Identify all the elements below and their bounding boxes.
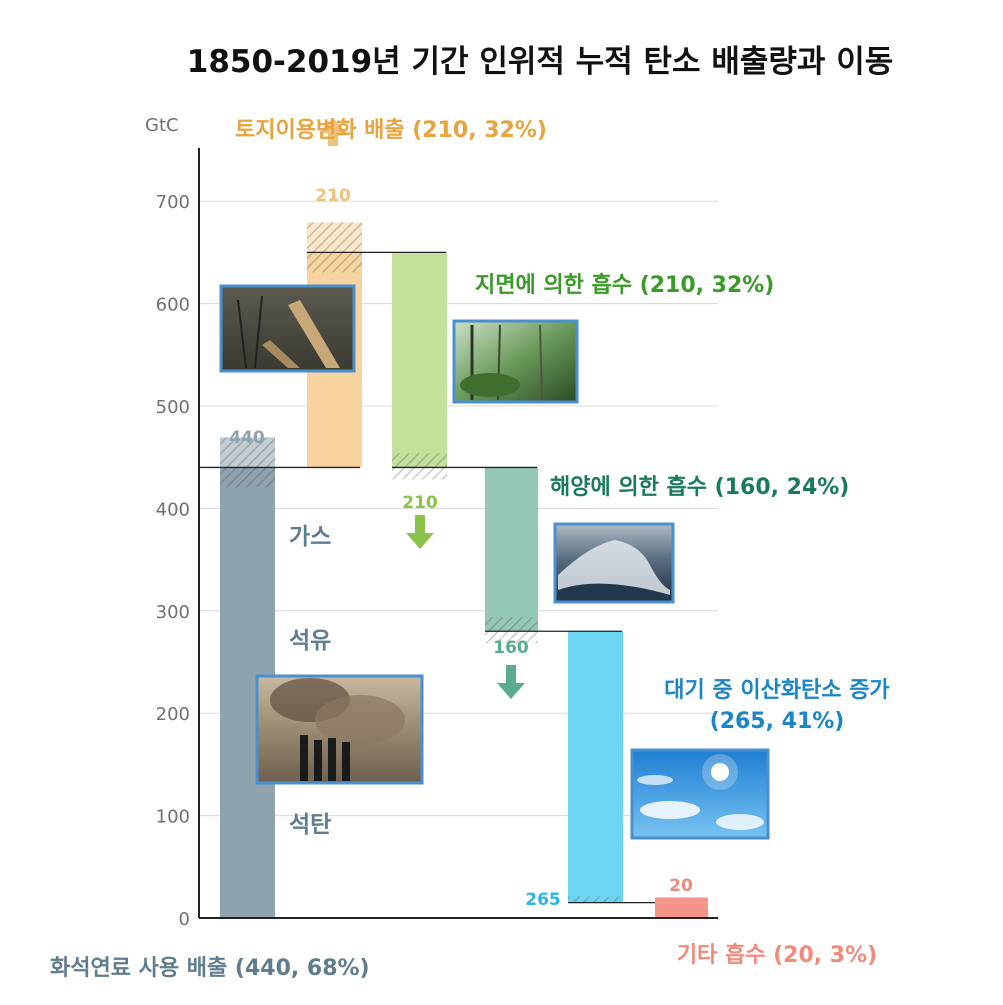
bar-hatch-land_sink <box>392 453 447 480</box>
bar-hatch-fossil <box>220 437 275 488</box>
y-tick-label: 500 <box>156 397 190 418</box>
arrow-down-icon <box>497 665 525 699</box>
category-label-land_sink: 지면에 의한 흡수 (210, 32%) <box>475 273 774 298</box>
y-axis-unit: GtC <box>145 115 179 136</box>
bar-hatch-ocean_sink <box>485 617 538 644</box>
y-tick-label: 600 <box>156 295 190 316</box>
y-axis-ticks: 0 100 200 300 400 500 600 700 <box>156 192 190 930</box>
y-tick-label: 400 <box>156 499 190 520</box>
chart-title: 1850-2019년 기간 인위적 누적 탄소 배출량과 이동 <box>187 44 894 80</box>
bar-hatch-landuse <box>307 222 362 273</box>
arrow-up-icon <box>319 118 347 146</box>
arrows <box>233 118 525 699</box>
category-labels: 화석연료 사용 배출 (440, 68%) 토지이용변화 배출 (210, 32%… <box>50 118 890 981</box>
category-label-atmosphere: 대기 중 이산화탄소 증가 <box>664 678 889 703</box>
y-tick-label: 200 <box>156 704 190 725</box>
bar-land_sink <box>392 252 447 468</box>
annotation-gas: 가스 <box>289 524 331 550</box>
value-label-landuse: 210 <box>315 186 351 206</box>
value-label-other: 20 <box>669 876 693 896</box>
value-label-atmosphere: 265 <box>525 890 561 910</box>
deforestation-photo <box>219 284 356 373</box>
value-labels: 440 210 210 160 265 20 <box>229 186 693 910</box>
coal-smokestack-photo <box>255 674 424 785</box>
category-label-landuse: 토지이용변화 배출 (210, 32%) <box>235 118 547 143</box>
y-tick-label: 300 <box>156 602 190 623</box>
category-label-atmosphere-pct: (265, 41%) <box>710 709 845 734</box>
bar-atmosphere <box>568 631 623 903</box>
category-label-fossil: 화석연료 사용 배출 (440, 68%) <box>50 956 370 981</box>
y-tick-label: 0 <box>179 909 190 930</box>
bar-other <box>655 897 708 918</box>
value-label-fossil: 440 <box>229 428 265 448</box>
value-label-land_sink: 210 <box>402 493 438 513</box>
value-label-ocean_sink: 160 <box>493 638 529 658</box>
category-label-ocean_sink: 해양에 의한 흡수 (160, 24%) <box>550 475 849 500</box>
bar-hatch-atmosphere <box>568 896 623 903</box>
y-tick-label: 100 <box>156 807 190 828</box>
arrow-down-icon <box>406 515 434 549</box>
y-tick-label: 700 <box>156 192 190 213</box>
category-label-other: 기타 흡수 (20, 3%) <box>677 943 877 968</box>
bar-ocean_sink <box>485 467 538 632</box>
forest-photo <box>452 319 579 404</box>
connector-lines <box>199 251 655 904</box>
annotation-oil: 석유 <box>289 628 331 654</box>
annotation-coal: 석탄 <box>289 812 331 838</box>
sky-photo <box>630 748 770 840</box>
ocean-wave-photo <box>553 522 675 604</box>
